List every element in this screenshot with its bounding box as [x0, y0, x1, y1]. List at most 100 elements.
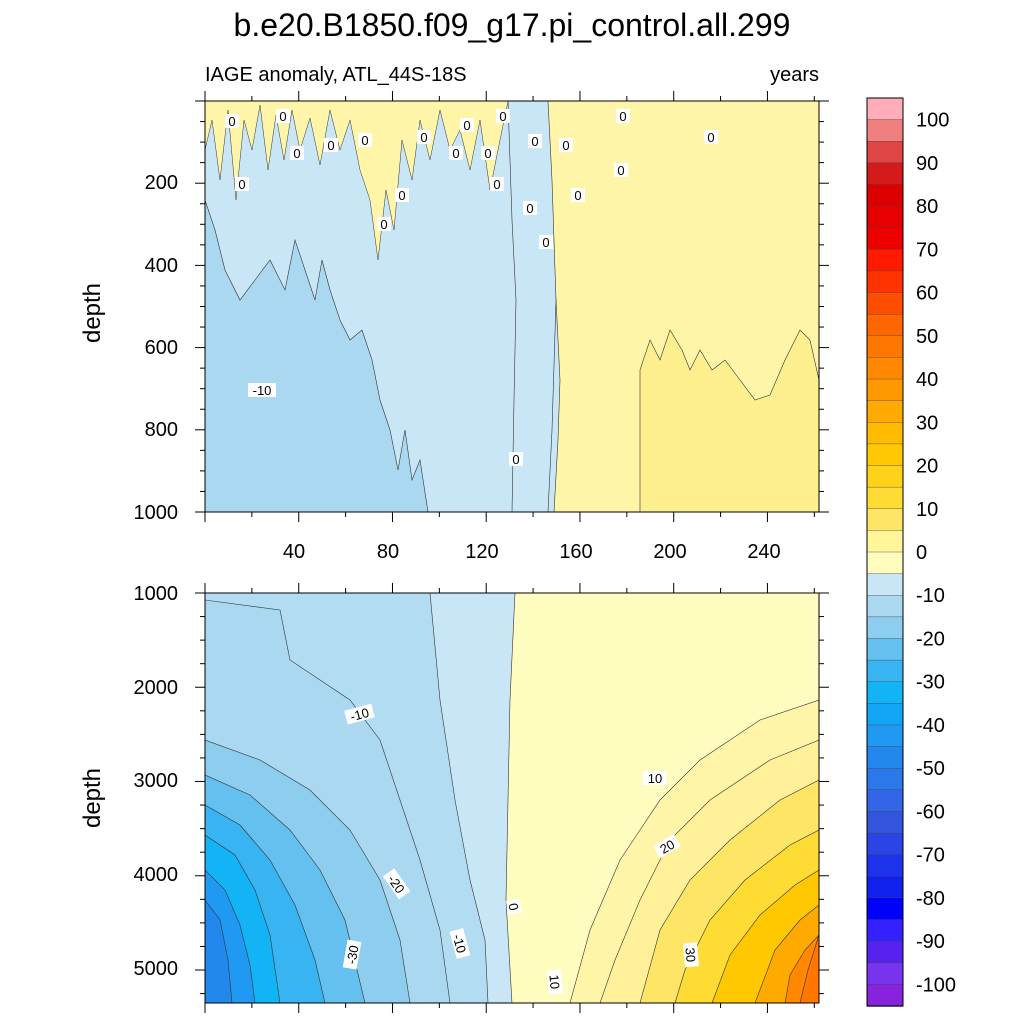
colorbar-label: -70	[916, 845, 945, 867]
upper-contour-label: 0	[531, 134, 538, 149]
upper-contour-label: 0	[562, 138, 569, 153]
colorbar-label: -30	[916, 672, 945, 694]
colorbar-label: -20	[916, 629, 945, 651]
upper-y-tick-label: 600	[145, 337, 178, 359]
upper-contour-label: 0	[574, 188, 581, 203]
upper-y-tick-label: 200	[145, 172, 178, 194]
colorbar-cell	[866, 811, 904, 834]
colorbar-cell	[866, 919, 904, 942]
colorbar-cell	[866, 335, 904, 359]
upper-panel: IAGE anomaly, ATL_44S-18S years 0 0 0 0 …	[79, 64, 829, 563]
lower-contour-label: 10	[546, 974, 562, 990]
colorbar-cell	[866, 551, 904, 575]
upper-region-neg-10	[205, 199, 429, 512]
upper-contour-label: 0	[526, 201, 533, 216]
upper-contour-label: 0	[380, 217, 387, 232]
upper-y-tick-label: 800	[145, 419, 178, 441]
colorbar-cell	[866, 746, 904, 769]
colorbar-cell	[866, 443, 904, 467]
upper-contour-label: 0	[484, 146, 491, 161]
colorbar-cell	[866, 854, 904, 877]
upper-contour-label: 0	[707, 130, 714, 145]
upper-y-axis: 200 400 600 800 1000	[134, 172, 179, 524]
lower-y-tick-label: 1000	[134, 583, 179, 605]
lower-contour-label: 20	[657, 837, 677, 857]
colorbar-label: -10	[916, 585, 945, 607]
upper-x-tick-label: 200	[653, 541, 686, 563]
colorbar-cell	[866, 422, 904, 445]
lower-contour-label: -10	[450, 933, 469, 955]
colorbar-label: 90	[916, 153, 938, 175]
colorbar-cell	[866, 530, 904, 553]
colorbar-label: 60	[916, 283, 938, 305]
upper-contour-label: 0	[619, 109, 626, 124]
upper-plot-field	[205, 101, 819, 512]
colorbar-cell	[866, 659, 904, 683]
colorbar-cell	[866, 97, 904, 121]
colorbar-cell	[866, 724, 904, 748]
lower-y-axis: 1000 2000 3000 4000 5000	[134, 583, 179, 980]
upper-tick-marks	[195, 91, 829, 522]
upper-contour-label: 0	[420, 130, 427, 145]
colorbar-cell	[866, 270, 904, 294]
colorbar-cell	[866, 227, 904, 251]
upper-contour-label: -10	[253, 383, 272, 398]
colorbar-cell	[866, 573, 904, 596]
lower-y-axis-title: depth	[79, 768, 106, 828]
upper-contour-label: 0	[542, 235, 549, 250]
colorbar-cells	[866, 97, 904, 1007]
colorbar-cell	[866, 767, 904, 791]
upper-contour-label: 0	[238, 177, 245, 192]
colorbar: 1009080706050403020100-10-20-30-40-50-60…	[866, 97, 956, 1007]
lower-panel: -10 10 20 -20 0 -10 -30 30 10 1000 2000 …	[79, 583, 829, 1013]
colorbar-label: -40	[916, 715, 945, 737]
lower-contour-label: 0	[505, 902, 521, 912]
colorbar-label: -90	[916, 931, 945, 953]
lower-plot-field	[205, 593, 819, 1003]
upper-x-tick-label: 120	[465, 541, 498, 563]
colorbar-cell	[866, 984, 904, 1007]
upper-contour-label: 0	[293, 146, 300, 161]
upper-tongue-neg	[507, 101, 557, 512]
colorbar-label: 50	[916, 326, 938, 348]
colorbar-cell	[866, 378, 904, 402]
upper-contour-label: 0	[452, 146, 459, 161]
colorbar-label: 100	[916, 110, 949, 132]
upper-x-tick-label: 40	[283, 541, 305, 563]
colorbar-cell	[866, 313, 904, 337]
colorbar-cell	[866, 638, 904, 661]
upper-y-tick-label: 1000	[134, 502, 179, 524]
colorbar-cell	[866, 940, 904, 964]
lower-y-tick-label: 2000	[134, 677, 179, 699]
colorbar-label: 10	[916, 499, 938, 521]
upper-x-axis: 40 80 120 160 200 240	[283, 541, 781, 563]
upper-contour-label: 0	[361, 133, 368, 148]
lower-region-pos-40	[799, 934, 819, 1003]
colorbar-cell	[866, 119, 904, 142]
upper-subtitle-left: IAGE anomaly, ATL_44S-18S	[205, 64, 467, 86]
colorbar-cell	[866, 789, 904, 813]
colorbar-cell	[866, 681, 904, 705]
lower-plot-frame	[204, 592, 820, 1004]
colorbar-label: -100	[916, 974, 956, 996]
colorbar-label: -60	[916, 801, 945, 823]
upper-contour-label: 0	[228, 114, 235, 129]
colorbar-cell	[866, 832, 904, 856]
colorbar-label: -80	[916, 888, 945, 910]
colorbar-cell	[866, 703, 904, 726]
colorbar-cell	[866, 595, 904, 618]
upper-contour-labels: 0 0 0 0 0 0 0 0 0 0 0 0 0 0 0 0 0 0 0 0 …	[225, 109, 718, 467]
lower-contour-label: -10	[349, 705, 371, 724]
upper-contour-label: 0	[493, 177, 500, 192]
lower-contour-label: 10	[648, 771, 662, 786]
lower-y-tick-label: 5000	[134, 958, 179, 980]
lower-y-tick-label: 4000	[134, 864, 179, 886]
upper-x-tick-label: 160	[559, 541, 592, 563]
lower-y-tick-label: 3000	[134, 770, 179, 792]
upper-contour-label: 0	[499, 109, 506, 124]
colorbar-cell	[866, 962, 904, 986]
upper-contour-label: 0	[398, 188, 405, 203]
colorbar-frame	[866, 97, 904, 1007]
upper-x-tick-label: 80	[377, 541, 399, 563]
colorbar-labels: 1009080706050403020100-10-20-30-40-50-60…	[916, 110, 956, 997]
